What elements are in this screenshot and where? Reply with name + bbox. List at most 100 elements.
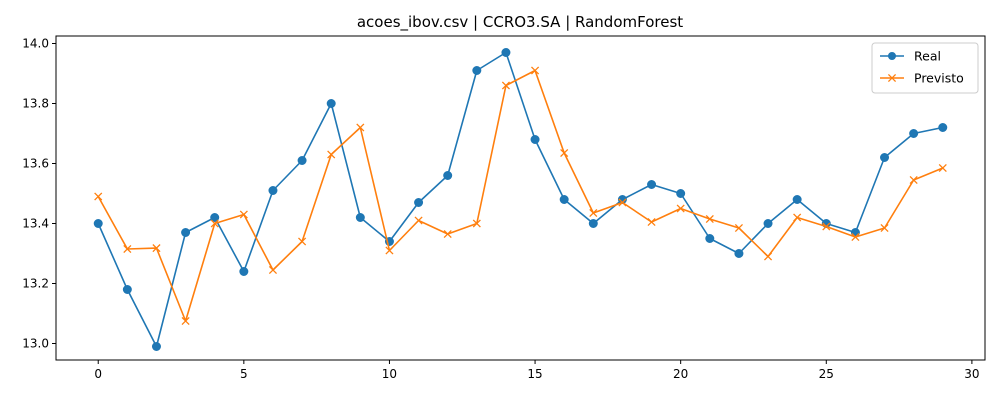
y-axis: 13.0 13.2 13.4 13.6 13.8 14.0 — [22, 37, 56, 351]
data-point-previsto — [181, 316, 190, 326]
x-marker-stroke — [152, 244, 161, 253]
data-point-previsto — [560, 148, 569, 158]
data-point-previsto — [443, 229, 452, 239]
x-marker-stroke — [414, 216, 423, 225]
x-marker-stroke — [909, 175, 918, 185]
y-tick-label: 13.0 — [22, 337, 49, 351]
data-point-previsto — [880, 223, 889, 233]
data-point-real — [909, 129, 919, 138]
data-point-previsto — [327, 150, 336, 159]
x-marker-stroke — [763, 252, 773, 261]
data-point-previsto — [298, 237, 307, 246]
data-point-real — [210, 213, 220, 222]
data-point-real — [588, 219, 598, 228]
legend-label-previsto: Previsto — [914, 71, 964, 86]
x-marker-stroke — [938, 163, 947, 173]
x-tick-label: 10 — [382, 367, 397, 381]
data-point-real — [472, 66, 482, 75]
x-tick-label: 25 — [819, 367, 834, 381]
y-tick-label: 14.0 — [22, 37, 49, 51]
x-marker-stroke — [887, 73, 897, 83]
data-point-real — [326, 99, 336, 108]
data-point-previsto — [414, 216, 423, 225]
data-point-previsto — [909, 175, 918, 185]
x-marker-stroke — [239, 210, 248, 219]
data-point-previsto — [268, 265, 278, 275]
data-point-previsto — [793, 213, 802, 222]
data-point-previsto — [385, 246, 394, 255]
axes-frame — [55, 35, 986, 361]
data-point-real — [734, 249, 744, 258]
x-marker-stroke — [851, 232, 860, 242]
data-point-real — [880, 153, 890, 162]
y-tick-label: 13.4 — [22, 217, 49, 231]
y-tick-label: 13.6 — [22, 157, 49, 171]
data-point-real — [239, 267, 249, 276]
data-point-real — [938, 123, 948, 132]
x-marker-stroke — [298, 237, 307, 246]
x-tick-label: 5 — [240, 367, 248, 381]
series-line-previsto — [97, 69, 944, 322]
data-point-previsto — [618, 198, 627, 207]
x-marker-stroke — [531, 66, 540, 75]
y-tick-label: 13.2 — [22, 277, 49, 291]
x-tick-label: 15 — [527, 367, 542, 381]
x-marker-stroke — [385, 246, 394, 255]
x-marker-stroke — [501, 81, 510, 90]
data-point-real — [792, 195, 802, 204]
data-point-previsto — [472, 219, 481, 228]
data-point-real — [181, 228, 191, 237]
data-point-real — [559, 195, 569, 204]
x-marker-stroke — [268, 265, 278, 275]
x-marker-stroke — [793, 213, 802, 222]
data-point-previsto — [123, 244, 132, 254]
plot-area — [93, 48, 948, 351]
series-line-real — [97, 51, 943, 348]
data-point-real — [617, 195, 627, 204]
data-point-previsto — [734, 223, 743, 233]
data-point-previsto — [531, 66, 540, 75]
x-marker-stroke — [210, 219, 219, 228]
x-marker-stroke — [443, 229, 452, 239]
x-marker-stroke — [327, 150, 336, 159]
data-point-previsto — [676, 204, 685, 213]
data-point-real — [676, 189, 686, 198]
chart-title: acoes_ibov.csv | CCRO3.SA | RandomForest — [357, 13, 683, 32]
data-point-real — [297, 156, 307, 165]
data-point-previsto — [647, 217, 656, 227]
x-tick-label: 20 — [673, 367, 688, 381]
x-marker-stroke — [822, 222, 831, 231]
data-point-real — [268, 186, 278, 195]
data-point-real — [530, 135, 540, 144]
y-tick-label: 13.8 — [22, 97, 49, 111]
x-marker-stroke — [676, 204, 685, 213]
data-point-previsto — [356, 123, 365, 132]
data-point-previsto — [763, 252, 773, 261]
x-marker-stroke — [560, 148, 569, 158]
data-point-real — [647, 180, 657, 189]
data-point-real — [122, 285, 132, 294]
x-tick-label: 30 — [964, 367, 979, 381]
data-point-real — [414, 198, 424, 207]
data-point-real — [93, 219, 103, 228]
x-marker-stroke — [647, 217, 656, 227]
data-point-real — [763, 219, 773, 228]
legend-marker-previsto — [887, 73, 897, 83]
x-marker-stroke — [734, 223, 743, 233]
data-point-previsto — [705, 214, 714, 224]
data-point-previsto — [501, 81, 510, 90]
x-marker-stroke — [356, 123, 365, 132]
x-tick-label: 0 — [94, 367, 102, 381]
x-marker-stroke — [589, 208, 598, 218]
x-marker-stroke — [94, 192, 103, 201]
x-axis: 0 5 10 15 20 25 30 — [94, 360, 980, 381]
x-marker-stroke — [880, 223, 889, 233]
x-marker-stroke — [618, 198, 627, 207]
x-marker-stroke — [123, 244, 132, 254]
legend-label-real: Real — [914, 49, 941, 64]
data-point-previsto — [210, 219, 219, 228]
data-point-previsto — [822, 222, 831, 231]
data-point-previsto — [239, 210, 248, 219]
data-point-real — [443, 171, 453, 180]
